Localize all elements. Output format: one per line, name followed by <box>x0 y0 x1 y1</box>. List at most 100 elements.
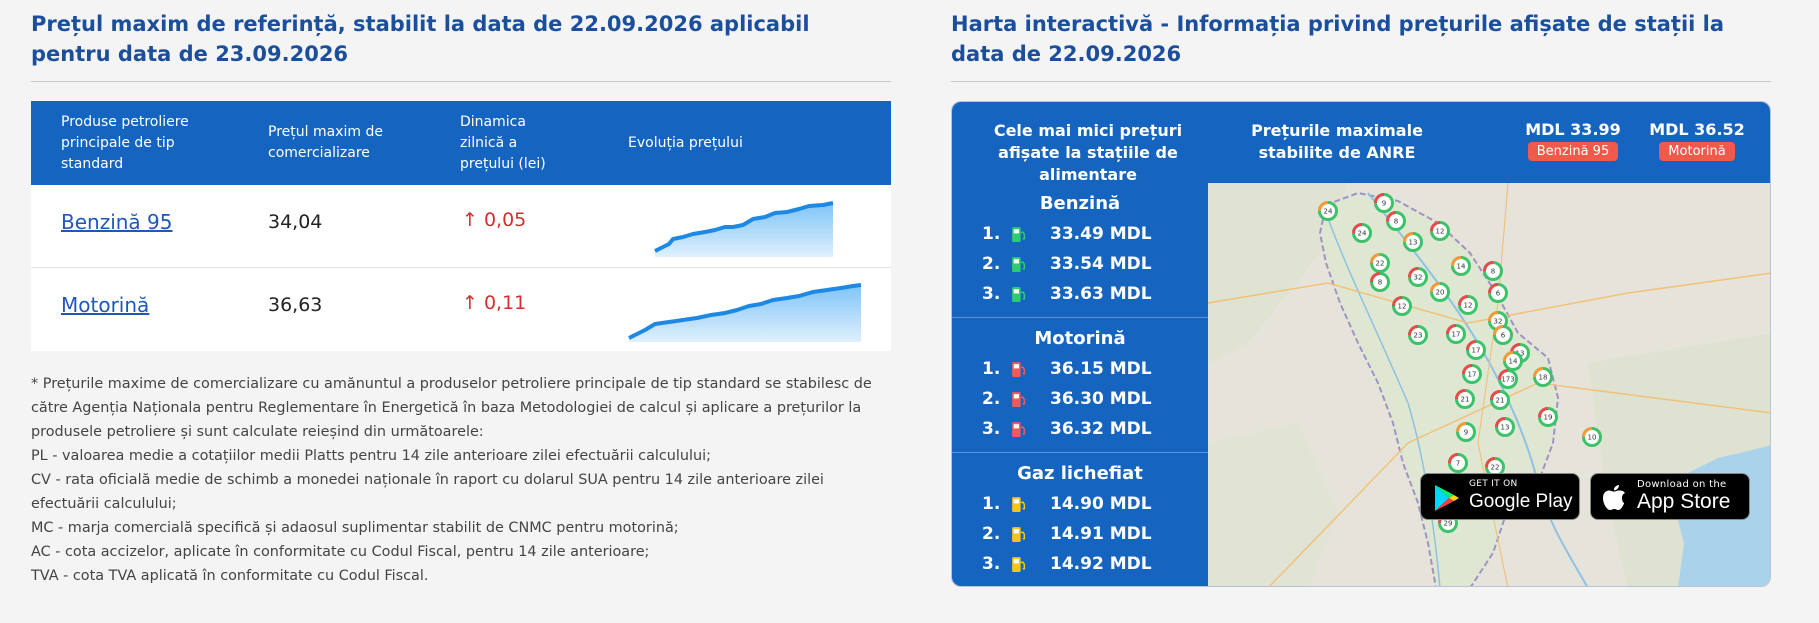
price-list-item[interactable]: 1. 14.90 MDL <box>952 489 1208 519</box>
lowest-prices-panel: Benzină 1. 33.49 MDL 2. 33.54 MDL 3. 33.… <box>952 183 1208 586</box>
cluster-count: 13 <box>1501 424 1510 432</box>
rank: 2. <box>982 524 1001 544</box>
stations-map[interactable]: 24 9 8 13 12 24 22 8 32 14 8 6 20 12 12 32 23 17 6 13 17 14 17… <box>1208 183 1771 587</box>
station-cluster-marker[interactable]: 17 <box>1466 340 1486 360</box>
price-list-item[interactable]: 2. 33.54 MDL <box>952 249 1208 279</box>
station-cluster-marker[interactable]: 12 <box>1392 296 1412 316</box>
cluster-count: 12 <box>1436 228 1445 236</box>
station-cluster-markers[interactable]: 24 9 8 13 12 24 22 8 32 14 8 6 20 12 12 32 23 17 6 13 17 14 17… <box>1318 193 1602 533</box>
cluster-count: 21 <box>1496 397 1505 405</box>
price-value: 36.15 MDL <box>1050 359 1152 379</box>
max-price-benzina: MDL 33.99 Benzină 95 <box>1518 120 1628 161</box>
station-cluster-marker[interactable]: 9 <box>1374 193 1394 213</box>
price-value: 14.91 MDL <box>1050 524 1152 544</box>
cluster-count: 23 <box>1414 332 1423 340</box>
cluster-count: 9 <box>1382 200 1386 208</box>
rank: 1. <box>982 494 1001 514</box>
fuel-pump-icon <box>1010 496 1050 513</box>
fuel-badge-motorina: Motorină <box>1659 142 1735 161</box>
cluster-count: 12 <box>1398 303 1407 311</box>
note-intro: * Prețurile maxime de comercializare cu … <box>31 376 872 440</box>
rank: 2. <box>982 254 1001 274</box>
price-list-item[interactable]: 3. 36.32 MDL <box>952 414 1208 444</box>
station-cluster-marker[interactable]: 21 <box>1455 389 1475 409</box>
price-table: Produse petroliere principale de tip sta… <box>31 101 891 351</box>
station-cluster-marker[interactable]: 12 <box>1458 295 1478 315</box>
cluster-count: 7 <box>1456 460 1460 468</box>
station-cluster-marker[interactable]: 20 <box>1430 282 1450 302</box>
cluster-count: 14 <box>1457 263 1466 271</box>
station-cluster-marker[interactable]: 32 <box>1408 267 1428 287</box>
table-row: Benzină 95 34,04 ↑ 0,05 <box>31 185 891 268</box>
price-list-item[interactable]: 1. 33.49 MDL <box>952 219 1208 249</box>
interactive-map-title: Harta interactivă - Informația privind p… <box>951 12 1725 66</box>
cluster-count: 14 <box>1509 358 1518 366</box>
price-table-header: Produse petroliere principale de tip sta… <box>31 101 891 185</box>
station-cluster-marker[interactable]: 23 <box>1408 325 1428 345</box>
reference-price-section: Prețul maxim de referință, stabilit la d… <box>31 0 891 584</box>
fuel-pump-icon <box>1010 361 1050 378</box>
max-price-value: 34,04 <box>268 211 323 233</box>
station-cluster-marker[interactable]: 17 <box>1446 324 1466 344</box>
cluster-count: 17 <box>1452 331 1461 339</box>
product-link-benzina[interactable]: Benzină 95 <box>61 210 173 234</box>
cluster-count: 13 <box>1516 350 1525 358</box>
cluster-count: 8 <box>1394 218 1398 226</box>
station-cluster-marker[interactable]: 12 <box>1430 221 1450 241</box>
cluster-count: 29 <box>1444 520 1453 528</box>
fuel-block-motorina: Motorină 1. 36.15 MDL 2. 36.30 MDL 3. 36… <box>952 318 1208 453</box>
station-cluster-marker[interactable]: 21 <box>1490 390 1510 410</box>
google-play-button[interactable]: GET IT ON Google Play <box>1420 473 1580 520</box>
station-cluster-marker[interactable]: 13 <box>1403 232 1423 252</box>
station-cluster-marker[interactable]: 173 <box>1498 369 1518 389</box>
station-cluster-marker[interactable]: 17 <box>1462 364 1482 384</box>
max-price-motorina-value: MDL 36.52 <box>1649 120 1745 139</box>
cluster-count: 22 <box>1376 260 1385 268</box>
google-play-big-text: Google Play <box>1469 491 1573 512</box>
note-pl: PL - valoarea medie a cotațiilor medii P… <box>31 448 712 464</box>
price-value: 36.32 MDL <box>1050 419 1152 439</box>
station-cluster-marker[interactable]: 8 <box>1370 272 1390 292</box>
station-cluster-marker[interactable]: 7 <box>1448 453 1468 473</box>
station-cluster-marker[interactable]: 10 <box>1582 427 1602 447</box>
fuel-block-gaz: Gaz lichefiat 1. 14.90 MDL 2. 14.91 MDL … <box>952 453 1208 586</box>
note-tva: TVA - cota TVA aplicată în conformitate … <box>31 568 429 584</box>
station-cluster-marker[interactable]: 8 <box>1483 261 1503 281</box>
product-link-motorina[interactable]: Motorină <box>61 293 150 317</box>
price-list-item[interactable]: 3. 33.63 MDL <box>952 279 1208 309</box>
col-header-daily-change: Dinamica zilnică a prețului (lei) <box>460 113 546 172</box>
fuel-pump-icon <box>1010 256 1050 273</box>
cluster-count: 32 <box>1414 274 1423 282</box>
cluster-count: 13 <box>1409 239 1418 247</box>
price-value: 33.54 MDL <box>1050 254 1152 274</box>
cluster-count: 19 <box>1544 414 1553 422</box>
station-cluster-marker[interactable]: 14 <box>1451 256 1471 276</box>
station-cluster-marker[interactable]: 14 <box>1503 351 1523 371</box>
station-cluster-marker[interactable]: 6 <box>1493 325 1513 345</box>
station-cluster-marker[interactable]: 9 <box>1456 422 1476 442</box>
price-value: 36.30 MDL <box>1050 389 1152 409</box>
station-cluster-marker[interactable]: 6 <box>1488 283 1508 303</box>
app-store-button[interactable]: Download on the App Store <box>1590 473 1750 520</box>
station-cluster-marker[interactable]: 8 <box>1386 211 1406 231</box>
price-value: 14.90 MDL <box>1050 494 1152 514</box>
price-value: 33.63 MDL <box>1050 284 1152 304</box>
station-cluster-marker[interactable]: 24 <box>1318 201 1338 221</box>
table-row: Motorină 36,63 ↑ 0,11 <box>31 268 891 351</box>
fuel-pump-icon <box>1010 421 1050 438</box>
price-list-item[interactable]: 1. 36.15 MDL <box>952 354 1208 384</box>
fuel-name: Benzină <box>1039 193 1121 214</box>
fuel-name: Gaz lichefiat <box>1017 463 1143 484</box>
station-cluster-marker[interactable]: 24 <box>1352 223 1372 243</box>
station-cluster-marker[interactable]: 19 <box>1538 407 1558 427</box>
max-price-value: 36,63 <box>268 294 323 316</box>
price-list-item[interactable]: 2. 36.30 MDL <box>952 384 1208 414</box>
station-cluster-marker[interactable]: 22 <box>1370 253 1390 273</box>
station-cluster-marker[interactable]: 18 <box>1533 367 1553 387</box>
price-value: 33.49 MDL <box>1050 224 1152 244</box>
price-list-item[interactable]: 2. 14.91 MDL <box>952 519 1208 549</box>
price-list-item[interactable]: 3. 14.92 MDL <box>952 549 1208 579</box>
anre-max-prices-label: Prețurile maximale stabilite de ANRE <box>1251 121 1423 162</box>
station-cluster-marker[interactable]: 13 <box>1495 417 1515 437</box>
map-canvas[interactable]: 24 9 8 13 12 24 22 8 32 14 8 6 20 12 12 32 23 17 6 13 17 14 17… <box>1208 183 1771 587</box>
